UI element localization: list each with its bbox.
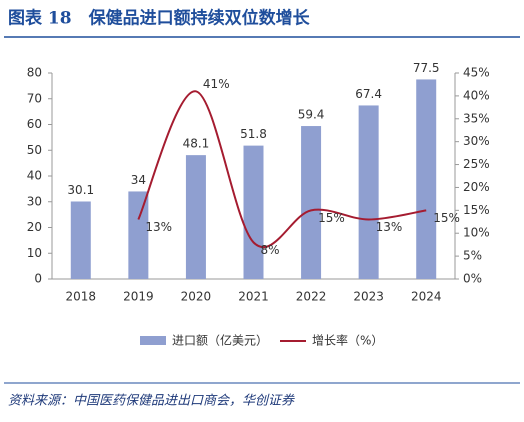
bar-label: 77.5 bbox=[413, 61, 440, 75]
bar-label: 67.4 bbox=[355, 87, 382, 101]
line-label: 15% bbox=[318, 211, 345, 225]
y-tick-label: 30 bbox=[27, 194, 42, 208]
x-tick-label: 2018 bbox=[66, 290, 97, 304]
bar bbox=[185, 155, 206, 279]
line-label: 8% bbox=[261, 243, 280, 257]
bar bbox=[416, 79, 437, 279]
line-label: 13% bbox=[145, 220, 172, 234]
bar-label: 30.1 bbox=[67, 183, 94, 197]
legend-label: 增长率（%） bbox=[312, 333, 383, 348]
source: 资料来源：中国医药保健品进出口商会，华创证券 bbox=[8, 394, 295, 409]
y-tick-label: 10 bbox=[27, 246, 42, 260]
x-tick-label: 2020 bbox=[181, 290, 212, 304]
y-tick-label: 40 bbox=[27, 169, 42, 183]
y-tick-label: 0 bbox=[34, 272, 42, 286]
y2-tick-label: 20% bbox=[463, 180, 490, 194]
y2-tick-label: 10% bbox=[463, 226, 490, 240]
bar-label: 34 bbox=[131, 173, 146, 187]
bar-label: 48.1 bbox=[183, 137, 210, 151]
y2-tick-label: 45% bbox=[463, 66, 490, 80]
bar bbox=[128, 191, 149, 279]
x-tick-label: 2022 bbox=[296, 290, 327, 304]
y2-tick-label: 35% bbox=[463, 111, 490, 125]
x-tick-label: 2019 bbox=[123, 290, 154, 304]
y2-tick-label: 25% bbox=[463, 157, 490, 171]
line-label: 13% bbox=[376, 220, 403, 234]
y2-tick-label: 0% bbox=[463, 272, 482, 286]
bar bbox=[243, 145, 264, 279]
x-tick-label: 2024 bbox=[411, 290, 442, 304]
y2-tick-label: 40% bbox=[463, 88, 490, 102]
y-tick-label: 80 bbox=[27, 66, 42, 80]
y-tick-label: 70 bbox=[27, 91, 42, 105]
bar bbox=[301, 126, 322, 279]
legend-label: 进口额（亿美元） bbox=[172, 333, 268, 348]
line-label: 15% bbox=[433, 211, 460, 225]
bar bbox=[70, 201, 91, 279]
x-tick-label: 2023 bbox=[353, 290, 384, 304]
x-tick-label: 2021 bbox=[238, 290, 269, 304]
bar-label: 59.4 bbox=[298, 108, 325, 122]
legend-swatch bbox=[140, 336, 166, 345]
bar bbox=[358, 105, 379, 279]
y2-tick-label: 5% bbox=[463, 249, 482, 263]
chart-title: 图表 18 保健品进口额持续双位数增长 bbox=[8, 8, 311, 29]
bar-label: 51.8 bbox=[240, 127, 267, 141]
y-tick-label: 60 bbox=[27, 117, 42, 131]
line bbox=[137, 90, 427, 249]
y2-tick-label: 30% bbox=[463, 134, 490, 148]
y-tick-label: 20 bbox=[27, 220, 42, 234]
y2-tick-label: 15% bbox=[463, 203, 490, 217]
y-tick-label: 50 bbox=[27, 143, 42, 157]
line-label: 41% bbox=[203, 77, 230, 91]
